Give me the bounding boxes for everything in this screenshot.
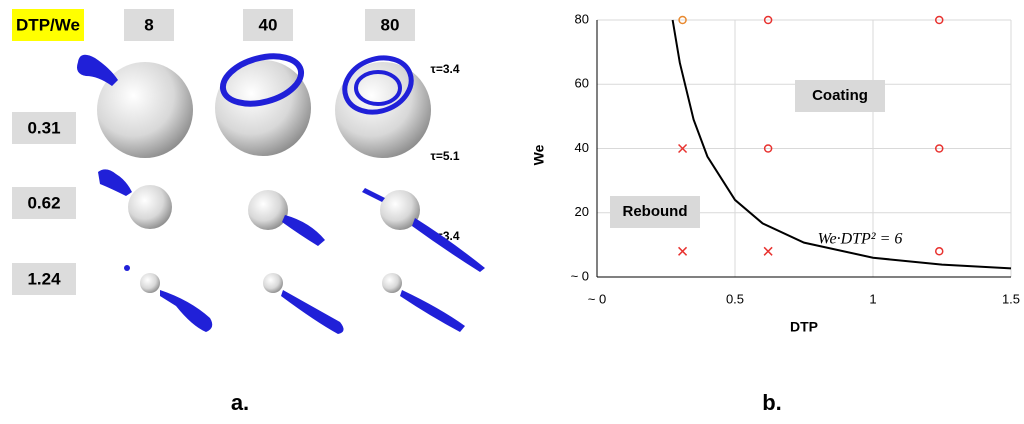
y-axis-label: We <box>531 144 547 165</box>
x-tick-label: 1 <box>869 291 876 306</box>
point <box>934 247 944 256</box>
annotation-box <box>610 196 700 228</box>
point <box>934 15 944 25</box>
col-box <box>365 9 415 41</box>
caption: a. <box>231 390 249 415</box>
row-box <box>12 187 76 219</box>
col-label: 40 <box>259 15 278 34</box>
curve <box>671 19 1012 270</box>
col-box <box>124 9 174 41</box>
row-label: 0.62 <box>27 193 60 212</box>
point <box>763 144 773 153</box>
y-tick-label: 20 <box>575 204 589 219</box>
row-box <box>12 112 76 144</box>
point <box>678 15 687 25</box>
x-tick-label: 1.5 <box>1002 291 1020 306</box>
col-box <box>243 9 293 41</box>
point <box>678 246 688 256</box>
annotation: Coating <box>812 87 868 104</box>
tau-label: τ=5.1 <box>430 149 459 163</box>
caption: b. <box>762 390 782 415</box>
row-label: 1.24 <box>27 269 61 288</box>
col-label: 80 <box>381 15 400 34</box>
y-tick-label: 60 <box>575 76 589 91</box>
x-tick-label: 0.5 <box>726 291 744 306</box>
y-tick-label: ~ 0 <box>571 268 589 283</box>
y-tick-label: 80 <box>575 11 589 26</box>
row-box <box>12 263 76 295</box>
simulation-images <box>77 53 485 334</box>
corner-label: DTP/We <box>16 15 80 34</box>
annotation-box <box>795 80 885 112</box>
row-label: 0.31 <box>27 118 60 137</box>
point <box>678 143 688 154</box>
x-axis-label: DTP <box>790 319 818 335</box>
col-label: 8 <box>144 15 153 34</box>
point <box>934 144 944 153</box>
corner-box <box>12 9 84 41</box>
tau-label: τ=3.4 <box>430 62 459 76</box>
annotation: We·DTP² = 6 <box>818 231 903 248</box>
y-tick-label: 40 <box>575 140 589 155</box>
x-tick-label: ~ 0 <box>588 291 606 306</box>
point <box>763 15 773 25</box>
annotation: Rebound <box>623 203 688 220</box>
point <box>763 246 773 256</box>
